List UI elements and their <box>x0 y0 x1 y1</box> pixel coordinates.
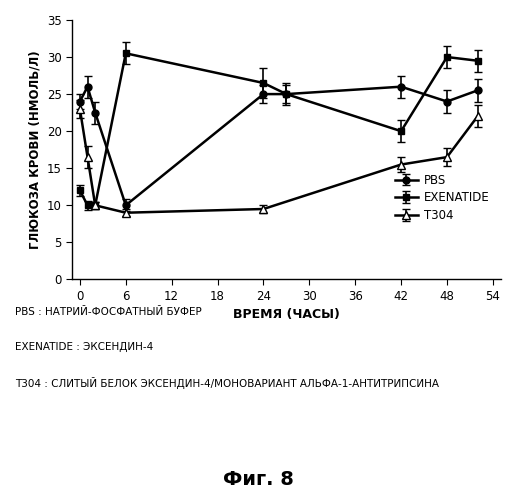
Text: EXENATIDE : ЭКСЕНДИН-4: EXENATIDE : ЭКСЕНДИН-4 <box>15 342 154 352</box>
Text: Фиг. 8: Фиг. 8 <box>222 470 294 489</box>
Text: PBS : НАТРИЙ-ФОСФАТНЫЙ БУФЕР: PBS : НАТРИЙ-ФОСФАТНЫЙ БУФЕР <box>15 307 202 317</box>
Y-axis label: ГЛЮКОЗА КРОВИ (НМОЛЬ/Л): ГЛЮКОЗА КРОВИ (НМОЛЬ/Л) <box>28 50 41 249</box>
Legend: PBS, EXENATIDE, T304: PBS, EXENATIDE, T304 <box>390 169 495 227</box>
X-axis label: ВРЕМЯ (ЧАСЫ): ВРЕМЯ (ЧАСЫ) <box>233 308 340 321</box>
Text: T304 : СЛИТЫЙ БЕЛОК ЭКСЕНДИН-4/МОНОВАРИАНТ АЛЬФА-1-АНТИТРИПСИНА: T304 : СЛИТЫЙ БЕЛОК ЭКСЕНДИН-4/МОНОВАРИА… <box>15 377 440 389</box>
